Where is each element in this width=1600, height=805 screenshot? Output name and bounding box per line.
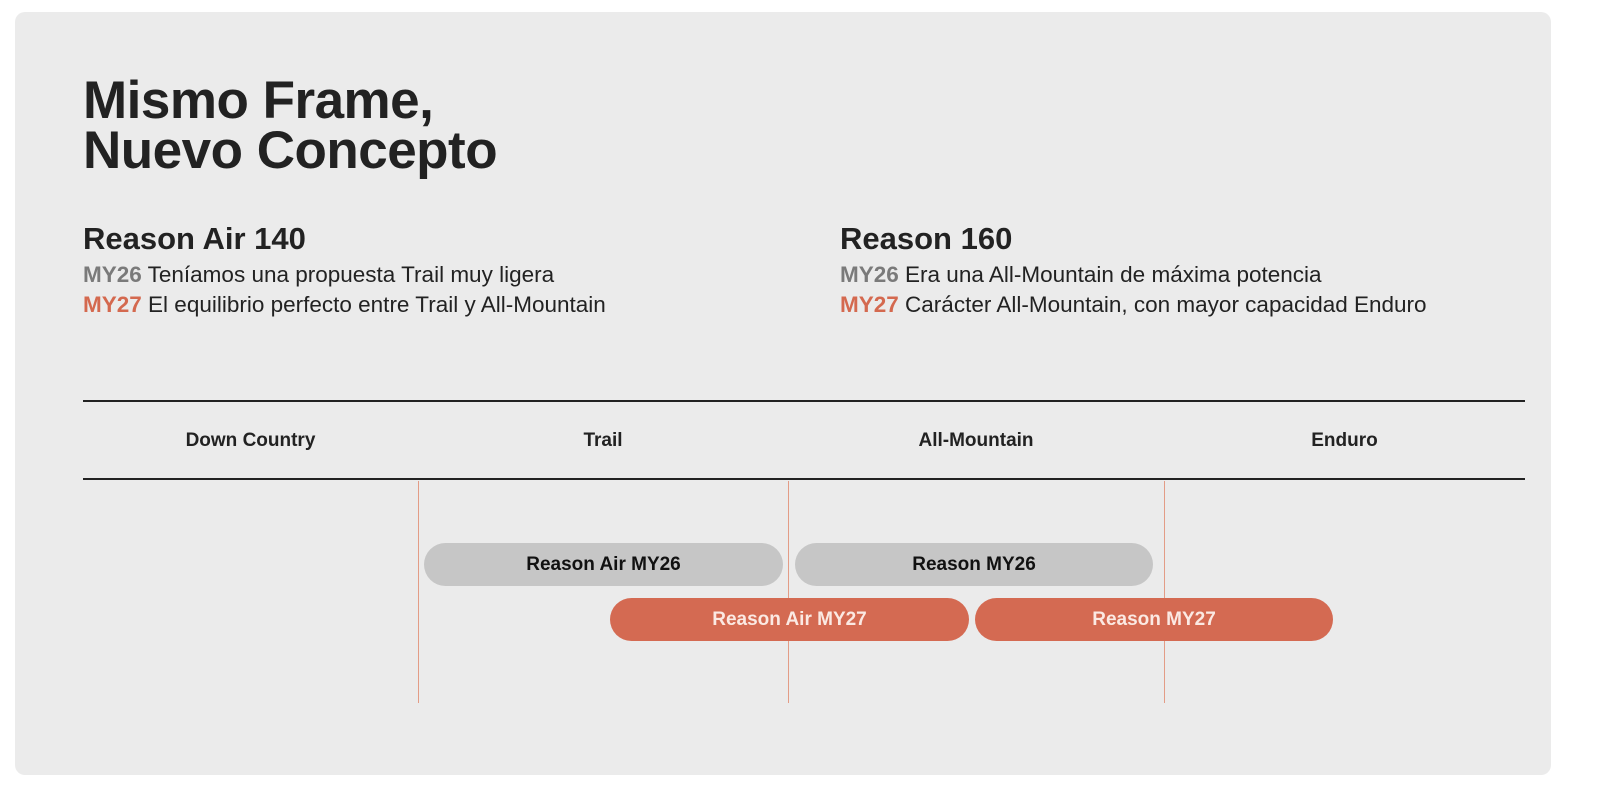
model-my26-line: MY26 Teníamos una propuesta Trail muy li… xyxy=(83,260,606,290)
title-line-2: Nuevo Concepto xyxy=(83,121,498,180)
category-enduro: Enduro xyxy=(1311,430,1378,451)
my27-text: Carácter All-Mountain, con mayor capacid… xyxy=(905,292,1427,317)
category-down-country: Down Country xyxy=(185,430,316,451)
bar-reason-air-my26: Reason Air MY26 xyxy=(424,543,783,586)
model-name: Reason Air 140 xyxy=(83,221,306,256)
slide-card xyxy=(15,12,1551,775)
bar-reason-my26: Reason MY26 xyxy=(795,543,1153,586)
model-reason-160: Reason 160 MY26 Era una All-Mountain de … xyxy=(840,222,1427,320)
model-my27-line: MY27 Carácter All-Mountain, con mayor ca… xyxy=(840,290,1427,320)
my27-label: MY27 xyxy=(840,292,899,317)
my27-label: MY27 xyxy=(83,292,142,317)
divider-line xyxy=(788,481,789,703)
title-line-1: Mismo Frame, xyxy=(83,71,434,130)
model-reason-air-140: Reason Air 140 MY26 Teníamos una propues… xyxy=(83,222,606,320)
bar-reason-my27: Reason MY27 xyxy=(975,598,1333,641)
my26-text: Teníamos una propuesta Trail muy ligera xyxy=(147,262,555,287)
my26-text: Era una All-Mountain de máxima potencia xyxy=(905,262,1322,287)
header-top-rule xyxy=(83,400,1525,402)
bar-reason-air-my27: Reason Air MY27 xyxy=(610,598,969,641)
model-my27-line: MY27 El equilibrio perfecto entre Trail … xyxy=(83,290,606,320)
my27-text: El equilibrio perfecto entre Trail y All… xyxy=(148,292,606,317)
my26-label: MY26 xyxy=(840,262,899,287)
page-title: Mismo Frame, Nuevo Concepto xyxy=(83,74,498,177)
model-my26-line: MY26 Era una All-Mountain de máxima pote… xyxy=(840,260,1427,290)
my26-label: MY26 xyxy=(83,262,142,287)
header-bottom-rule xyxy=(83,478,1525,480)
model-name: Reason 160 xyxy=(840,221,1013,256)
category-trail: Trail xyxy=(583,430,623,451)
category-all-mountain: All-Mountain xyxy=(918,430,1034,451)
divider-line xyxy=(1164,481,1165,703)
divider-line xyxy=(418,481,419,703)
